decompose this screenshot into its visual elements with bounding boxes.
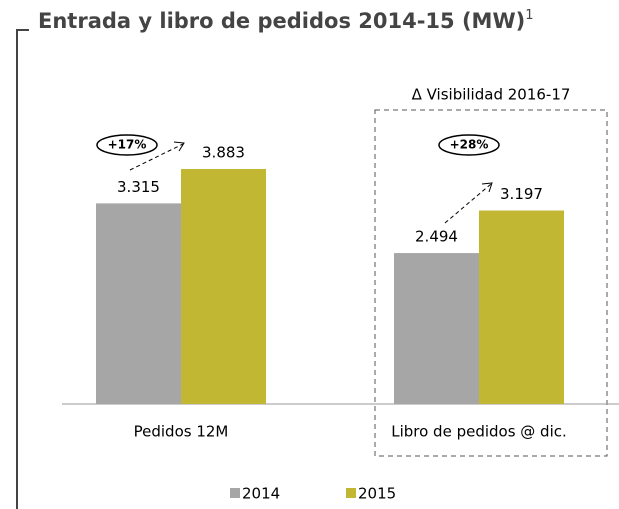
legend-label: 2015 <box>358 485 396 503</box>
annotation: +17% <box>108 138 147 152</box>
bar <box>181 169 266 404</box>
visibility-box <box>374 109 608 457</box>
growth-arrow <box>173 141 185 152</box>
data-label: 3.197 <box>500 185 543 203</box>
growth-arrow <box>129 143 184 171</box>
x-tick-label: Pedidos 12M <box>134 423 229 441</box>
chart-title: Entrada y libro de pedidos 2014-15 (MW)1 <box>38 8 534 34</box>
growth-badge <box>438 134 500 156</box>
growth-arrow <box>444 183 492 224</box>
data-label: 3.315 <box>117 178 160 196</box>
data-label: 3.883 <box>202 144 245 162</box>
bar <box>394 253 479 404</box>
bar <box>479 210 564 404</box>
bar <box>96 203 181 404</box>
growth-arrow <box>481 182 493 193</box>
x-tick-label: Libro de pedidos @ dic. <box>391 423 567 441</box>
legend-label: 2014 <box>242 485 280 503</box>
data-label: 2.494 <box>415 228 458 246</box>
growth-badge <box>96 134 158 156</box>
legend-swatch <box>230 488 240 498</box>
annotation: Δ Visibilidad 2016-17 <box>412 86 571 104</box>
annotation: +28% <box>450 138 489 152</box>
legend-swatch <box>346 488 356 498</box>
